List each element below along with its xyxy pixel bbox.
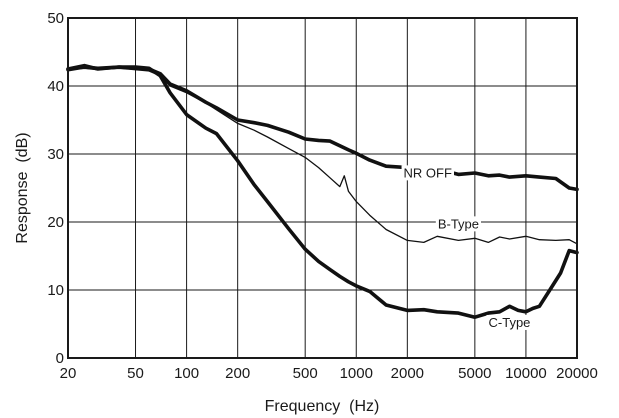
x-tick-label: 500	[293, 365, 318, 382]
x-tick-label: 50	[127, 365, 144, 382]
series-label-nr-off: NR OFF	[404, 165, 452, 180]
y-tick-label: 30	[47, 146, 64, 163]
x-tick-label: 2000	[391, 365, 424, 382]
series-lines	[66, 63, 579, 320]
x-tick-label: 20	[60, 365, 77, 382]
series-label-backing	[435, 216, 482, 232]
series-label-backing	[401, 165, 454, 181]
x-tick-label: 20000	[556, 365, 598, 382]
x-tick-labels: 20 50 100 200 500 1000 2000 5000 10000 20000	[60, 365, 598, 382]
y-tick-label: 40	[47, 78, 64, 95]
series-line-b-type	[67, 67, 578, 245]
series-line-c-type	[66, 63, 579, 320]
x-tick-label: 5000	[458, 365, 491, 382]
y-tick-label: 0	[56, 350, 64, 367]
series-labels: NR OFF B-Type C-Type	[401, 165, 533, 330]
x-axis-title: Frequency (Hz)	[265, 398, 380, 415]
x-tick-label: 100	[174, 365, 199, 382]
y-axis-title: Response (dB)	[14, 132, 31, 243]
y-tick-label: 10	[47, 282, 64, 299]
y-tick-label: 20	[47, 214, 64, 231]
series-label-backing	[486, 314, 533, 330]
series-label-c-type: C-Type	[489, 315, 531, 330]
x-tick-label: 1000	[340, 365, 373, 382]
series-label-b-type: B-Type	[438, 216, 479, 231]
x-tick-label: 10000	[505, 365, 547, 382]
y-tick-labels: 0 10 20 30 40 50	[47, 10, 64, 367]
y-tick-label: 50	[47, 10, 64, 27]
x-tick-label: 200	[225, 365, 250, 382]
plot-frame	[67, 17, 578, 359]
